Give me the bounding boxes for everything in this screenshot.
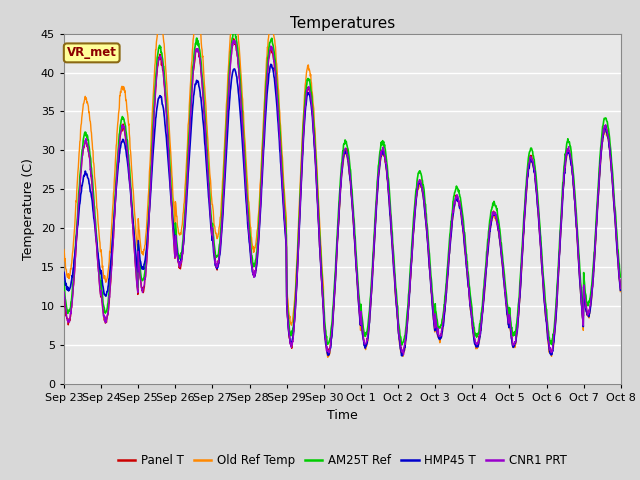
- Old Ref Temp: [60, 247, 68, 252]
- Panel T: [170, 245, 178, 251]
- HMP45 T: [60, 269, 68, 275]
- HMP45 T: [551, 325, 559, 331]
- HMP45 T: [184, 180, 191, 185]
- AM25T Ref: [616, 274, 624, 280]
- Old Ref Temp: [184, 135, 191, 141]
- CNR1 PRT: [230, 38, 238, 44]
- Panel T: [551, 325, 559, 331]
- AM25T Ref: [551, 314, 559, 320]
- Old Ref Temp: [324, 354, 332, 360]
- Panel T: [60, 288, 68, 294]
- Title: Temperatures: Temperatures: [290, 16, 395, 31]
- Y-axis label: Temperature (C): Temperature (C): [22, 158, 35, 260]
- Old Ref Temp: [246, 224, 254, 229]
- X-axis label: Time: Time: [327, 408, 358, 421]
- CNR1 PRT: [246, 246, 254, 252]
- Panel T: [325, 351, 333, 357]
- HMP45 T: [246, 246, 254, 252]
- HMP45 T: [267, 61, 275, 67]
- CNR1 PRT: [616, 286, 624, 291]
- Line: HMP45 T: HMP45 T: [64, 64, 620, 356]
- HMP45 T: [170, 235, 178, 241]
- AM25T Ref: [60, 279, 68, 285]
- Old Ref Temp: [429, 316, 437, 322]
- CNR1 PRT: [429, 310, 437, 315]
- Panel T: [246, 248, 254, 254]
- Panel T: [502, 298, 510, 303]
- CNR1 PRT: [399, 352, 407, 358]
- AM25T Ref: [398, 342, 406, 348]
- HMP45 T: [502, 300, 510, 306]
- Old Ref Temp: [616, 289, 624, 295]
- Panel T: [184, 168, 191, 174]
- Panel T: [616, 284, 624, 290]
- Line: Panel T: Panel T: [64, 39, 620, 354]
- HMP45 T: [616, 288, 624, 293]
- Old Ref Temp: [502, 299, 510, 305]
- Line: AM25T Ref: AM25T Ref: [64, 30, 620, 345]
- Old Ref Temp: [170, 209, 178, 215]
- CNR1 PRT: [60, 289, 68, 295]
- Panel T: [429, 311, 437, 317]
- AM25T Ref: [429, 302, 437, 308]
- AM25T Ref: [184, 156, 191, 162]
- CNR1 PRT: [184, 167, 191, 173]
- Old Ref Temp: [551, 326, 559, 332]
- Line: CNR1 PRT: CNR1 PRT: [64, 41, 620, 355]
- CNR1 PRT: [502, 300, 510, 305]
- AM25T Ref: [170, 233, 178, 239]
- Legend: Panel T, Old Ref Temp, AM25T Ref, HMP45 T, CNR1 PRT: Panel T, Old Ref Temp, AM25T Ref, HMP45 …: [113, 449, 572, 472]
- HMP45 T: [429, 312, 437, 318]
- CNR1 PRT: [551, 322, 559, 328]
- Text: VR_met: VR_met: [67, 47, 116, 60]
- AM25T Ref: [502, 288, 510, 294]
- Old Ref Temp: [230, 8, 237, 13]
- CNR1 PRT: [170, 243, 178, 249]
- AM25T Ref: [230, 27, 238, 33]
- Line: Old Ref Temp: Old Ref Temp: [64, 11, 620, 357]
- Panel T: [230, 36, 237, 42]
- AM25T Ref: [246, 237, 254, 243]
- HMP45 T: [399, 353, 406, 359]
